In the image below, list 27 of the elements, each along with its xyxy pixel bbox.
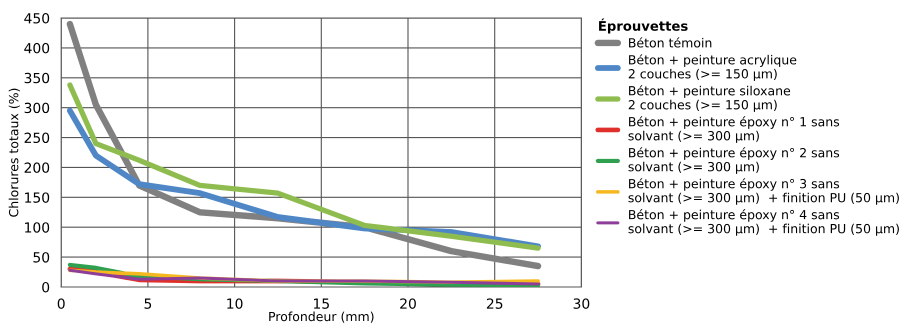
y-tick-label: 350: [24, 72, 50, 84]
y-tick-label: 450: [24, 13, 50, 24]
y-tick-label: 400: [24, 42, 50, 54]
legend-label: Béton + peinture époxy n° 4 sans solvant (>= 300 µm) + finition PU (50 µm): [628, 209, 899, 236]
legend-label: Béton + peinture époxy n° 2 sans solvant (>= 300 µm): [628, 147, 840, 174]
x-axis-title: Profondeur (mm): [269, 312, 374, 323]
x-tick-label: 15: [314, 298, 329, 309]
x-tick-label: 0: [58, 298, 65, 309]
x-tick-label: 5: [144, 298, 152, 309]
y-axis-title: Chlorures totaux (%): [8, 88, 20, 217]
x-tick-label: 10: [227, 298, 243, 309]
x-tick-label: 25: [486, 298, 502, 309]
y-tick-label: 50: [33, 252, 50, 263]
y-tick-label: 300: [24, 102, 50, 114]
x-tick-label: 20: [400, 298, 416, 309]
x-tick-label: 30: [574, 298, 590, 309]
y-tick-label: 0: [42, 282, 50, 292]
legend-label: Béton + peinture siloxane 2 couches (>= 150 µm): [628, 85, 790, 112]
legend-title: Éprouvettes: [599, 18, 688, 34]
y-tick-label: 200: [24, 162, 50, 173]
legend-label: Béton + peinture époxy n° 3 sans solvant (>= 300 µm) + finition PU (50 µm): [628, 178, 899, 205]
y-tick-label: 250: [24, 132, 50, 144]
legend-label: Béton témoin: [629, 37, 712, 48]
legend-label: Béton + peinture acrylique 2 couches (>= 150 µm): [628, 54, 796, 81]
legend-label: Béton + peinture époxy n° 1 sans solvant (>= 300 µm): [628, 116, 840, 143]
y-tick-label: 150: [25, 192, 50, 203]
y-tick-label: 100: [25, 222, 50, 233]
